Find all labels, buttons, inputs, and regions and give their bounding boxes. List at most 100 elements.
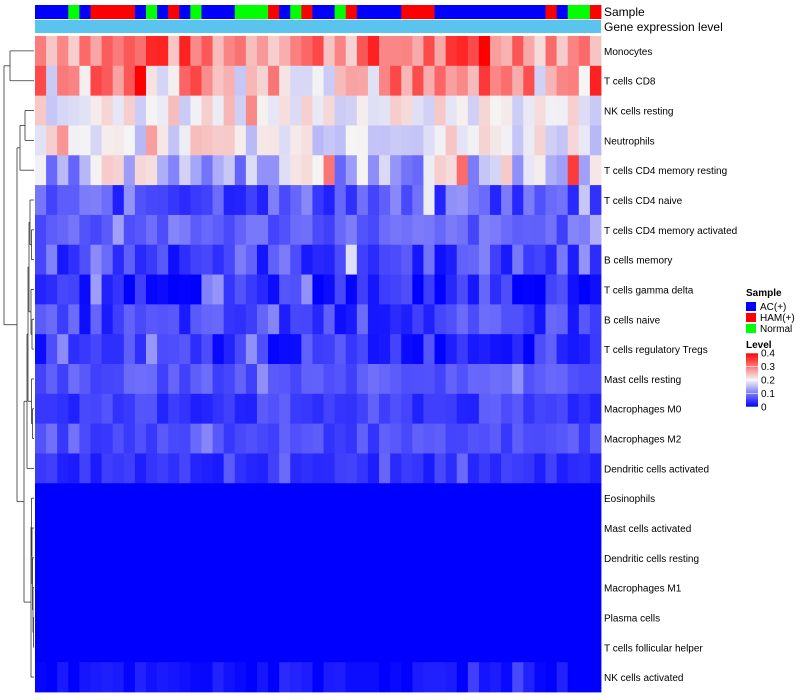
heatmap-cell [201, 36, 213, 67]
heatmap-cell [268, 185, 280, 216]
heatmap-cell [423, 36, 435, 67]
heatmap-cell [68, 453, 80, 484]
heatmap-cell [57, 65, 69, 97]
heatmap-cell [545, 364, 558, 395]
heatmap-cell [478, 274, 491, 305]
heatmap-cell [367, 364, 380, 395]
row-labels: Monocytes T cells CD8 NK cells resting Neut… [604, 47, 737, 684]
heatmap-cell [123, 602, 136, 633]
heatmap-cell [268, 364, 280, 395]
heatmap-cell [256, 125, 269, 156]
heatmap-cell [312, 483, 324, 514]
heatmap-cell [379, 125, 391, 156]
heatmap-cell [301, 274, 313, 305]
heatmap-cell [467, 393, 480, 425]
annotation-label-sample: Sample [604, 5, 645, 19]
heatmap-cell [512, 542, 524, 574]
heatmap-cell [545, 65, 558, 97]
heatmap-cell [35, 304, 47, 335]
heatmap-cell [312, 364, 324, 395]
heatmap-cell [157, 572, 169, 603]
heatmap-cell [501, 244, 513, 275]
heatmap-cell [490, 572, 502, 603]
heatmap-cell [35, 453, 47, 484]
heatmap-cell [157, 632, 169, 663]
heatmap-cell [523, 662, 535, 693]
heatmap-cell [134, 632, 147, 663]
sample-annotation-cell [467, 5, 480, 19]
heatmap-cell [323, 632, 336, 663]
heatmap-cell [134, 65, 147, 97]
heatmap-cell [334, 185, 347, 216]
heatmap-cell [46, 572, 58, 603]
heatmap-cell [268, 244, 280, 275]
heatmap-cell [567, 125, 580, 156]
heatmap-cell [134, 483, 147, 514]
heatmap-cell [523, 334, 535, 365]
heatmap-cell [46, 423, 58, 454]
heatmap-cell [279, 65, 291, 97]
heatmap-cell [79, 244, 91, 275]
heatmap-cell [79, 36, 91, 67]
heatmap-cell [145, 572, 158, 603]
heatmap-cell [567, 423, 580, 454]
heatmap-cell [401, 65, 413, 97]
heatmap-cell [501, 513, 513, 544]
heatmap-cell [490, 214, 502, 246]
heatmap-cell [390, 393, 402, 425]
heatmap-cell [290, 632, 302, 663]
heatmap-cell [290, 602, 302, 633]
heatmap-cell [112, 632, 125, 663]
heatmap-cell [79, 65, 91, 97]
heatmap-cell [134, 453, 147, 484]
heatmap-cell [212, 602, 225, 633]
heatmap-cell [268, 393, 280, 425]
sample-annotation-cell [212, 5, 225, 19]
heatmap-cell [157, 304, 169, 335]
heatmap-cell [35, 364, 47, 395]
heatmap-cell [467, 95, 480, 126]
heatmap-cell [290, 393, 302, 425]
heatmap-cell [334, 155, 347, 186]
heatmap-cell [212, 572, 225, 603]
heatmap-cell [46, 393, 58, 425]
heatmap-cell [101, 453, 114, 484]
heatmap-cell [589, 155, 602, 186]
heatmap-cell [412, 393, 424, 425]
heatmap-cell [46, 36, 58, 67]
sample-annotation-cell [512, 5, 524, 19]
heatmap-cell [356, 214, 369, 246]
heatmap-cell [578, 542, 591, 574]
sample-annotation-cell [423, 5, 435, 19]
heatmap-cell [201, 423, 213, 454]
heatmap-cell [445, 602, 458, 633]
heatmap-cell [223, 423, 236, 454]
heatmap-cell [501, 393, 513, 425]
heatmap-cell [279, 125, 291, 156]
heatmap-cell [556, 662, 569, 693]
heatmap-cell [134, 662, 147, 693]
heatmap-cell [212, 662, 225, 693]
heatmap-cell [290, 274, 302, 305]
heatmap-cell [201, 125, 213, 156]
heatmap-cell [534, 542, 546, 574]
heatmap-cell [512, 36, 524, 67]
heatmap-cell [134, 304, 147, 335]
heatmap-cell [268, 155, 280, 186]
heatmap-cell [201, 274, 213, 305]
heatmap-cell [512, 304, 524, 335]
heatmap-cell [268, 602, 280, 633]
heatmap-cell [112, 572, 125, 603]
heatmap-cell [234, 304, 247, 335]
heatmap-cell [245, 423, 258, 454]
heatmap-cell [157, 542, 169, 574]
heatmap-cell [534, 65, 546, 97]
heatmap-cell [434, 304, 447, 335]
heatmap-cell [79, 662, 91, 693]
heatmap-cell [312, 274, 324, 305]
heatmap-cell [445, 214, 458, 246]
heatmap-cell [323, 513, 336, 544]
heatmap-cell [412, 632, 424, 663]
heatmap-cell [589, 274, 602, 305]
heatmap-cell [478, 214, 491, 246]
